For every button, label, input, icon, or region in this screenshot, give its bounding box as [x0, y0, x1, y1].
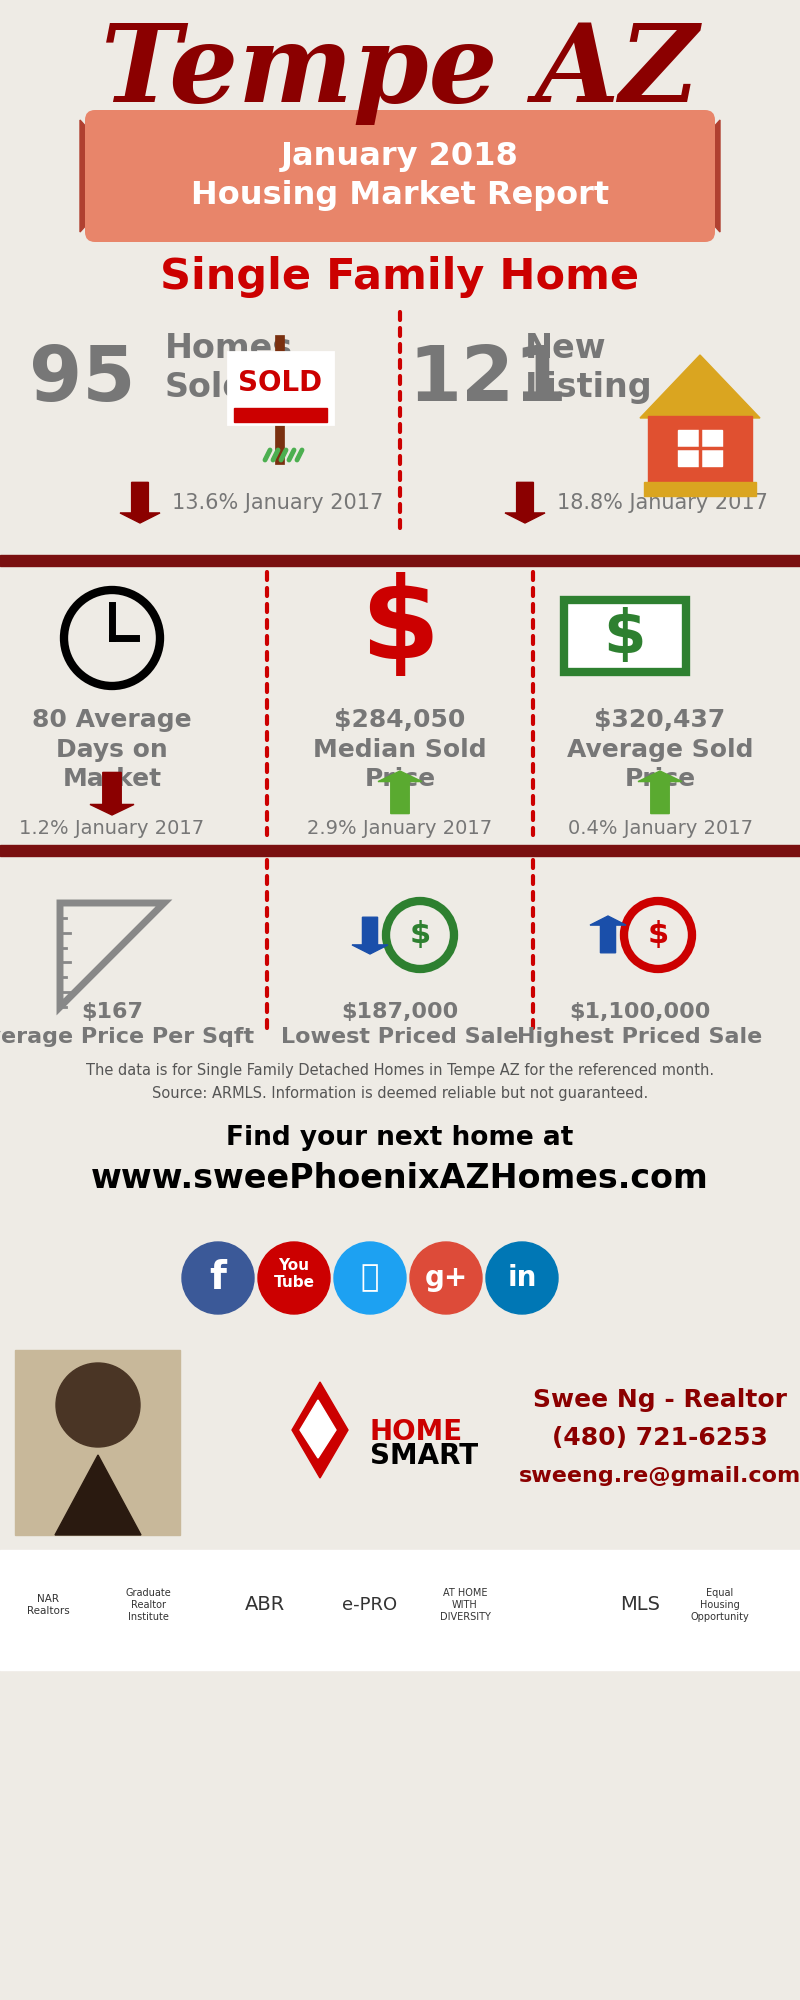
- Text: 80 Average
Days on
Market: 80 Average Days on Market: [32, 708, 192, 792]
- Circle shape: [56, 1364, 140, 1448]
- Text: Swee Ng - Realtor: Swee Ng - Realtor: [533, 1388, 787, 1412]
- Text: January 2018
Housing Market Report: January 2018 Housing Market Report: [191, 140, 609, 212]
- Circle shape: [486, 1242, 558, 1314]
- Bar: [228, 352, 333, 424]
- Bar: [0, 844, 800, 856]
- Text: Find your next home at: Find your next home at: [226, 1124, 574, 1152]
- Text: Homes
Sold: Homes Sold: [165, 332, 293, 404]
- Polygon shape: [638, 770, 682, 814]
- Text: f: f: [210, 1260, 226, 1296]
- FancyBboxPatch shape: [564, 600, 686, 672]
- Bar: [230, 1570, 300, 1630]
- Text: (480) 721-6253: (480) 721-6253: [552, 1426, 768, 1450]
- Bar: [234, 408, 327, 422]
- Text: The data is for Single Family Detached Homes in Tempe AZ for the referenced mont: The data is for Single Family Detached H…: [86, 1064, 714, 1100]
- Text: NAR
Realtors: NAR Realtors: [26, 1594, 70, 1616]
- Bar: [15, 1350, 180, 1536]
- Text: 18.8% January 2017: 18.8% January 2017: [557, 492, 768, 512]
- Text: 95: 95: [29, 344, 135, 418]
- Bar: [0, 0, 800, 130]
- Text: $: $: [410, 920, 430, 950]
- Bar: [678, 430, 722, 466]
- Text: You
Tube: You Tube: [274, 1258, 314, 1290]
- Polygon shape: [90, 772, 134, 816]
- Text: 1.2% January 2017: 1.2% January 2017: [19, 818, 205, 838]
- Text: e-PRO: e-PRO: [342, 1596, 398, 1614]
- Text: 2.9% January 2017: 2.9% January 2017: [307, 818, 493, 838]
- Circle shape: [334, 1242, 406, 1314]
- Text: $: $: [360, 572, 440, 684]
- Polygon shape: [670, 120, 720, 232]
- Bar: [648, 416, 752, 484]
- Polygon shape: [120, 482, 160, 522]
- Text: ABR: ABR: [245, 1596, 285, 1614]
- Text: g+: g+: [424, 1264, 468, 1292]
- Text: sweeng.re@gmail.com: sweeng.re@gmail.com: [519, 1466, 800, 1486]
- Polygon shape: [352, 918, 388, 954]
- Text: 🐦: 🐦: [361, 1264, 379, 1292]
- Text: Graduate
Realtor
Institute: Graduate Realtor Institute: [125, 1588, 171, 1622]
- Polygon shape: [590, 916, 626, 952]
- Bar: [0, 554, 800, 566]
- Text: SMART: SMART: [370, 1442, 478, 1470]
- Text: MLS: MLS: [620, 1596, 660, 1614]
- Text: $320,437
Average Sold
Price: $320,437 Average Sold Price: [566, 708, 754, 792]
- Text: $284,050
Median Sold
Price: $284,050 Median Sold Price: [313, 708, 487, 792]
- Text: in: in: [507, 1264, 537, 1292]
- Text: Equal
Housing
Opportunity: Equal Housing Opportunity: [690, 1588, 750, 1622]
- Text: $187,000
Lowest Priced Sale: $187,000 Lowest Priced Sale: [282, 1002, 518, 1046]
- Text: $: $: [604, 606, 646, 666]
- Text: $167
Average Price Per Sqft: $167 Average Price Per Sqft: [0, 1002, 254, 1046]
- Text: Single Family Home: Single Family Home: [161, 256, 639, 298]
- Text: 0.4% January 2017: 0.4% January 2017: [567, 818, 753, 838]
- Polygon shape: [640, 356, 760, 418]
- Polygon shape: [55, 1456, 141, 1536]
- Text: SOLD: SOLD: [238, 368, 322, 396]
- Text: HOME: HOME: [370, 1418, 463, 1446]
- Polygon shape: [378, 770, 422, 814]
- Text: AT HOME
WITH
DIVERSITY: AT HOME WITH DIVERSITY: [439, 1588, 490, 1622]
- Text: Tempe AZ: Tempe AZ: [101, 18, 699, 124]
- Text: New
Listing: New Listing: [525, 332, 653, 404]
- Polygon shape: [292, 1382, 348, 1478]
- Text: 121: 121: [409, 344, 567, 418]
- Polygon shape: [80, 120, 130, 232]
- Polygon shape: [505, 482, 545, 522]
- FancyBboxPatch shape: [85, 110, 715, 242]
- Bar: [0, 1550, 800, 1670]
- Text: $1,100,000
Highest Priced Sale: $1,100,000 Highest Priced Sale: [518, 1002, 762, 1046]
- Text: www.sweePhoenixAZHomes.com: www.sweePhoenixAZHomes.com: [91, 1162, 709, 1194]
- Circle shape: [182, 1242, 254, 1314]
- Circle shape: [258, 1242, 330, 1314]
- Circle shape: [410, 1242, 482, 1314]
- Text: $: $: [647, 920, 669, 950]
- Polygon shape: [300, 1400, 336, 1458]
- Text: 13.6% January 2017: 13.6% January 2017: [172, 492, 383, 512]
- Bar: [644, 482, 756, 496]
- Bar: [228, 352, 333, 424]
